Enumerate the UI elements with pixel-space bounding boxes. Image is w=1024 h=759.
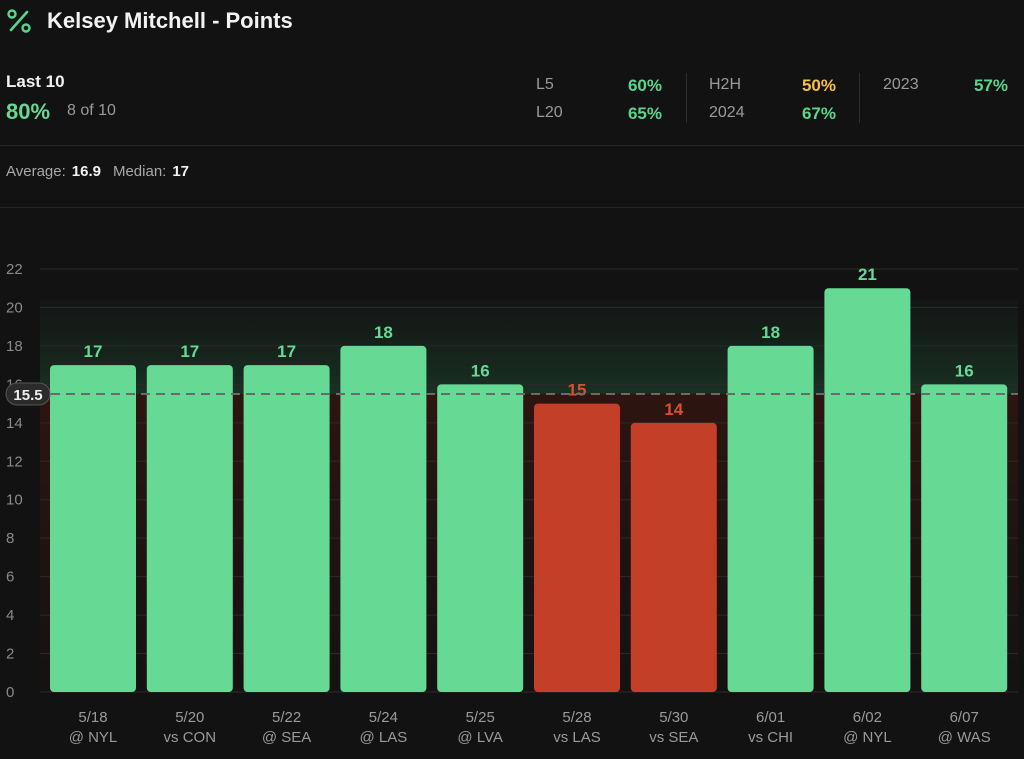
bar (534, 403, 620, 692)
stat-label-2023: 2023 (883, 76, 919, 93)
bar (727, 345, 814, 692)
y-tick-label: 18 (6, 338, 23, 355)
y-tick-label: 12 (6, 453, 23, 470)
bar-value-label: 16 (471, 361, 490, 380)
threshold-pill (5, 382, 51, 406)
bar (340, 345, 427, 692)
bar (50, 365, 136, 692)
bar-value-label: 17 (277, 342, 296, 361)
bar-value-label: 18 (374, 323, 393, 342)
divider (0, 207, 1024, 208)
x-tick-date: 5/28 (562, 709, 591, 726)
y-tick-label: 22 (6, 261, 23, 278)
x-tick-opponent: vs CHI (748, 729, 793, 746)
stat-label-l20: L20 (536, 104, 563, 121)
x-tick-date: 6/02 (853, 709, 882, 726)
header: Kelsey Mitchell - Points (0, 0, 1024, 44)
bar (437, 384, 524, 692)
stats-divider (686, 73, 687, 123)
divider (0, 145, 1024, 146)
x-tick-opponent: vs LAS (553, 729, 601, 746)
stat-value-l5: 60% (627, 76, 662, 95)
bar-value-label: 17 (180, 342, 199, 361)
bar (824, 288, 911, 692)
summary-count: 8 of 10 (67, 102, 116, 119)
x-tick-opponent: @ SEA (262, 729, 311, 746)
bar-value-label: 17 (84, 342, 103, 361)
points-bar-chart: 0 2 4 6 8 10 12 14 16 18 20 22 17 5/18 @ NYL 17 5/20 vs C… (5, 261, 1018, 746)
averages-row: Average: 16.9 Median: 17 (6, 163, 189, 180)
summary-percentage: 80% (6, 99, 51, 124)
bar-value-label: 14 (664, 400, 683, 419)
x-tick-opponent: @ NYL (69, 729, 118, 746)
x-tick-date: 6/01 (756, 709, 785, 726)
x-tick-opponent: vs CON (164, 729, 217, 746)
stat-value-h2h: 50% (801, 76, 836, 95)
stats-divider (859, 73, 860, 123)
x-tick-opponent: vs SEA (649, 729, 698, 746)
bar-value-label: 15 (568, 381, 587, 400)
page-title: Kelsey Mitchell - Points (47, 8, 293, 33)
average-label: Average: (6, 163, 66, 180)
stat-value-l20: 65% (627, 104, 662, 123)
bar-value-label: 16 (955, 361, 974, 380)
x-tick-date: 5/25 (466, 709, 495, 726)
x-tick-date: 6/07 (950, 709, 979, 726)
median-label: Median: (112, 163, 167, 180)
x-tick-opponent: @ NYL (843, 729, 892, 746)
y-tick-label: 20 (6, 299, 23, 316)
y-tick-label: 4 (6, 607, 14, 624)
median-value: 17 (172, 163, 190, 180)
x-tick-opponent: @ LVA (457, 729, 503, 746)
y-tick-label: 2 (6, 646, 14, 663)
average-value: 16.9 (71, 163, 101, 180)
bar (243, 365, 330, 692)
stat-value-2023: 57% (973, 76, 1008, 95)
x-tick-opponent: @ LAS (360, 729, 408, 746)
y-tick-label: 14 (6, 415, 23, 432)
y-tick-label: 6 (6, 569, 14, 586)
x-tick-date: 5/20 (175, 709, 204, 726)
stat-value-2024: 67% (801, 104, 836, 123)
y-tick-label: 8 (6, 530, 14, 547)
x-tick-date: 5/18 (78, 709, 107, 726)
x-tick-opponent: @ WAS (938, 729, 991, 746)
bar-value-label: 21 (858, 265, 877, 284)
stat-label-h2h: H2H (709, 76, 742, 93)
percent-icon (7, 9, 31, 33)
stat-label-l5: L5 (536, 76, 554, 93)
y-tick-label: 10 (6, 492, 23, 509)
bar (921, 384, 1008, 692)
y-tick-label: 0 (6, 684, 14, 701)
bar (630, 422, 717, 692)
threshold-label: 15.5 (13, 387, 42, 404)
x-tick-date: 5/24 (369, 709, 398, 726)
x-tick-date: 5/22 (272, 709, 301, 726)
x-tick-date: 5/30 (659, 709, 688, 726)
stat-label-2024: 2024 (709, 104, 745, 121)
bar (146, 365, 233, 692)
bar-value-label: 18 (761, 323, 780, 342)
summary-label: Last 10 (6, 72, 65, 91)
